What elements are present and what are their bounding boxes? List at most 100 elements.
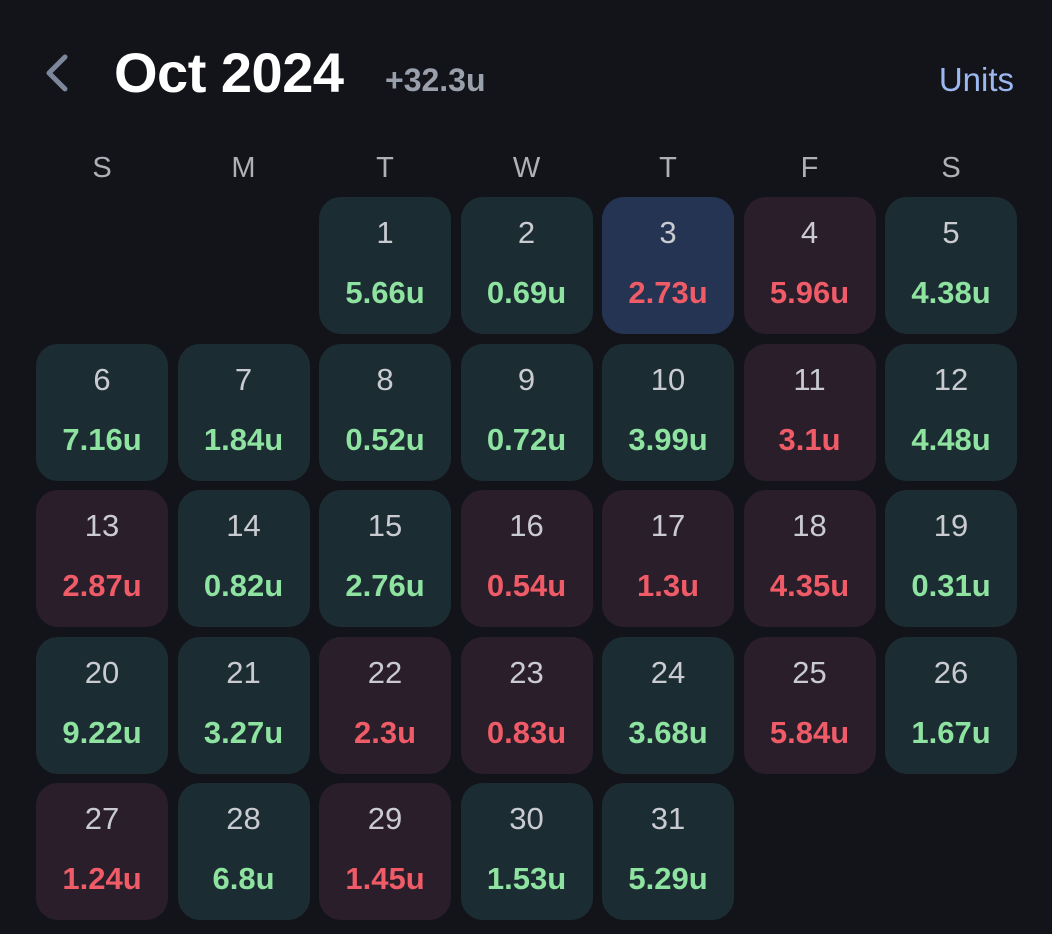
back-button[interactable] [34,48,78,98]
day-number: 23 [509,654,544,690]
day-units-value: 3.68u [628,714,708,750]
day-number: 18 [792,508,827,544]
day-units-value: 0.54u [486,568,567,604]
chevron-left-icon [46,54,68,92]
day-units-value: 3.1u [778,421,841,457]
weekday-label: T [376,152,394,184]
day-units-value: 0.82u [203,568,284,604]
calendar-header: Oct 2024 +32.3u Units [0,0,1052,150]
day-cell[interactable]: 3 2.73u [602,197,734,334]
day-cell[interactable]: 27 1.24u [36,783,168,921]
day-units-value: 1.45u [345,861,425,897]
day-number: 29 [367,801,403,837]
day-number: 28 [226,801,261,837]
day-cell[interactable]: 15 2.76u [319,490,451,628]
day-units-value: 5.96u [769,275,850,310]
day-number: 1 [376,215,394,250]
day-cell[interactable]: 25 5.84u [743,636,876,774]
day-number: 21 [226,654,261,690]
day-cell[interactable]: 24 3.68u [602,636,734,774]
day-units-value: 2.76u [345,568,425,604]
day-number: 10 [650,361,686,397]
day-number: 19 [933,508,969,544]
weekday-label: T [659,152,677,184]
day-cell[interactable]: 14 0.82u [177,490,310,628]
weekday-label: S [92,152,112,184]
day-cell[interactable]: 12 4.48u [885,343,1017,481]
day-units-value: 2.73u [628,275,708,310]
day-number: 11 [793,361,826,397]
day-cell[interactable]: 8 0.52u [319,343,451,481]
day-cell[interactable]: 7 1.84u [177,343,310,481]
day-number: 15 [367,508,403,544]
day-number: 24 [650,654,686,690]
day-number: 4 [800,215,819,250]
weekday-label: S [941,152,961,184]
day-number: 5 [942,215,960,250]
day-cell[interactable]: 30 1.53u [460,783,593,921]
day-units-value: 9.22u [62,714,142,750]
day-units-value: 2.87u [62,568,142,604]
day-units-value: 2.3u [353,714,417,750]
day-number: 7 [234,361,253,397]
day-number: 8 [376,361,394,397]
day-number: 2 [517,215,536,250]
day-units-value: 0.69u [486,275,567,310]
day-cell[interactable]: 22 2.3u [319,636,451,774]
weekday-label: F [800,152,819,184]
day-units-value: 0.72u [486,421,567,457]
day-cell[interactable]: 16 0.54u [460,490,593,628]
day-cell[interactable]: 28 6.8u [177,783,310,921]
day-units-value: 1.67u [911,714,991,750]
day-cell[interactable]: 31 5.29u [602,783,734,921]
day-cell[interactable]: 17 1.3u [602,490,734,628]
day-cell[interactable]: 13 2.87u [36,490,168,628]
day-cell[interactable]: 2 0.69u [460,197,593,334]
day-cell[interactable]: 29 1.45u [319,783,451,921]
day-number: 9 [517,361,536,397]
day-cell[interactable]: 10 3.99u [602,343,734,481]
day-cell[interactable]: 6 7.16u [36,343,168,481]
day-number: 16 [509,508,544,544]
day-units-value: 0.31u [911,568,991,604]
day-units-value: 5.29u [628,861,708,897]
day-cell[interactable]: 26 1.67u [885,636,1017,774]
day-units-value: 1.53u [486,861,567,897]
calendar-grid: 1 5.66u 2 0.69u 3 2.73u 4 5.96u 5 4.38u 6 7.16u 7 1.8… [36,197,1018,927]
day-cell[interactable]: 20 9.22u [36,636,168,774]
day-number: 12 [933,361,969,397]
weekday-label: W [512,152,541,184]
day-number: 31 [650,801,686,837]
day-units-value: 5.84u [769,714,850,750]
day-number: 13 [84,508,120,544]
day-cell[interactable]: 18 4.35u [743,490,876,628]
day-cell[interactable]: 4 5.96u [743,197,876,334]
day-units-value: 4.38u [911,275,991,310]
day-units-value: 0.83u [486,714,567,750]
day-number: 17 [650,508,686,544]
day-number: 26 [933,654,969,690]
day-number: 30 [509,801,544,837]
day-units-value: 1.84u [203,421,284,457]
day-number: 6 [93,361,111,397]
day-units-value: 4.48u [911,421,991,457]
day-cell[interactable]: 9 0.72u [460,343,593,481]
day-cell[interactable]: 1 5.66u [319,197,451,334]
day-cell[interactable]: 19 0.31u [885,490,1017,628]
day-units-value: 0.52u [345,421,425,457]
day-number: 27 [84,801,120,837]
day-cell[interactable]: 5 4.38u [885,197,1017,334]
day-number: 20 [84,654,120,690]
day-cell[interactable]: 11 3.1u [743,343,876,481]
day-units-value: 7.16u [62,421,142,457]
day-units-value: 3.99u [628,421,708,457]
day-units-value: 1.3u [636,568,700,604]
day-number: 3 [659,215,677,250]
day-units-value: 5.66u [345,275,425,310]
day-cell[interactable]: 21 3.27u [177,636,310,774]
day-number: 25 [792,654,827,690]
units-button[interactable]: Units [938,61,1014,98]
day-cell[interactable]: 23 0.83u [460,636,593,774]
day-units-value: 1.24u [62,861,142,897]
